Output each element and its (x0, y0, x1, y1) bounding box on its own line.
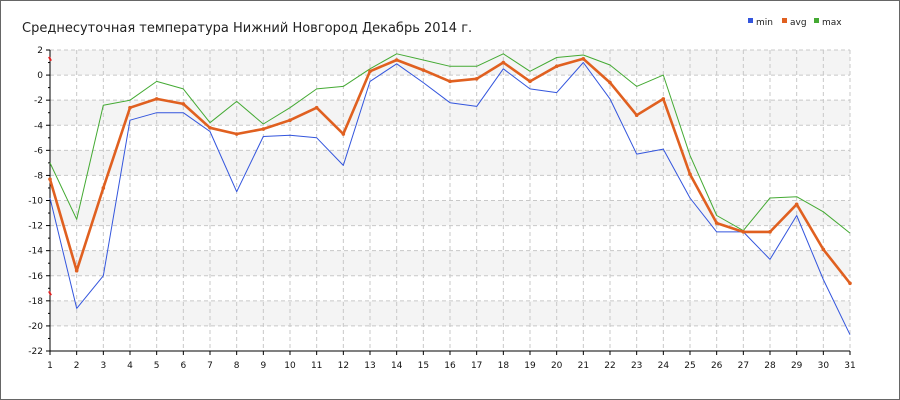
series-point-avg (341, 132, 346, 136)
y-tick-label: -2 (34, 96, 43, 106)
series-point-avg (794, 202, 799, 207)
y-tick-label: -18 (28, 297, 43, 307)
series-point-avg (448, 79, 452, 84)
series-point-avg (421, 68, 426, 72)
series-point-avg (554, 64, 559, 69)
series-point-avg (821, 247, 826, 252)
series-point-avg (234, 132, 239, 136)
x-tick-label: 6 (180, 361, 186, 371)
y-tick-label: -22 (28, 347, 43, 357)
x-tick-label: 15 (418, 361, 429, 371)
series-point-avg (528, 79, 532, 84)
axes: 20-2-4-6-8-10-12-14-16-18-20-221 2 3 4 5 6 7 8 9… (28, 46, 855, 371)
series-point-avg (261, 127, 266, 131)
series-point-avg (48, 177, 52, 181)
y-tick-label: -10 (28, 197, 43, 207)
y-axis-red-mark (48, 56, 52, 62)
series-point-avg (208, 125, 212, 130)
series-point-avg (848, 281, 852, 286)
series-point-avg (314, 105, 319, 110)
y-tick-label: -16 (28, 272, 43, 282)
series-point-avg (608, 80, 612, 85)
x-tick-label: 24 (658, 361, 670, 371)
x-tick-label: 29 (791, 361, 803, 371)
legend-label-max[interactable]: max (822, 18, 842, 28)
x-tick-label: 1 (47, 361, 53, 371)
x-tick-label: 18 (498, 361, 510, 371)
y-tick-label: -8 (34, 171, 43, 181)
x-tick-label: 26 (711, 361, 723, 371)
x-tick-label: 30 (818, 361, 830, 371)
x-tick-label: 7 (207, 361, 213, 371)
plot-band (50, 50, 850, 76)
x-tick-label: 20 (551, 361, 563, 371)
x-tick-label: 4 (127, 361, 133, 371)
series-line-max (49, 53, 851, 234)
series-point-avg (741, 230, 746, 234)
legend-swatch-max[interactable] (814, 18, 819, 23)
y-tick-label: -14 (28, 247, 43, 257)
y-axis-red-mark (48, 290, 52, 296)
y-tick-label: -12 (28, 222, 43, 232)
chart-title: Среднесуточная температура Нижний Новгор… (22, 21, 472, 36)
series-line-min (49, 62, 851, 335)
x-tick-label: 3 (100, 361, 106, 371)
series-point-avg (474, 77, 479, 81)
legend-label-min[interactable]: min (756, 18, 773, 28)
series-point-avg (688, 172, 692, 176)
legend[interactable]: min avg max (748, 18, 842, 28)
x-tick-label: 19 (524, 361, 536, 371)
series-point-avg (74, 268, 79, 273)
series-point-avg (714, 221, 719, 225)
x-tick-label: 13 (364, 361, 375, 371)
series-point-avg (394, 58, 399, 62)
legend-label-avg[interactable]: avg (790, 18, 807, 28)
series-point-avg (128, 105, 132, 110)
x-tick-label: 2 (74, 361, 80, 371)
x-tick-label: 8 (234, 361, 240, 371)
series-point-avg (101, 186, 106, 190)
x-tick-label: 22 (604, 361, 615, 371)
x-tick-label: 14 (391, 361, 403, 371)
x-tick-label: 9 (260, 361, 266, 371)
y-tick-label: -6 (34, 146, 43, 156)
series-point-avg (181, 102, 186, 106)
series-point-avg (768, 230, 772, 234)
x-tick-label: 12 (338, 361, 349, 371)
legend-swatch-min[interactable] (748, 18, 753, 23)
grid-lines (49, 49, 851, 352)
series-point-avg (634, 113, 639, 118)
series-point-avg (661, 97, 666, 101)
x-tick-label: 27 (738, 361, 749, 371)
x-tick-label: 25 (684, 361, 695, 371)
series-point-avg (288, 118, 292, 123)
x-tick-label: 17 (471, 361, 482, 371)
x-tick-label: 28 (764, 361, 776, 371)
x-tick-label: 10 (284, 361, 296, 371)
series-layer (48, 53, 852, 335)
x-tick-label: 5 (154, 361, 160, 371)
series-point-avg (581, 56, 586, 61)
series-point-avg (501, 60, 506, 65)
x-tick-label: 16 (444, 361, 456, 371)
y-tick-label: -20 (28, 322, 43, 332)
x-tick-label: 11 (311, 361, 322, 371)
series-point-avg (154, 97, 159, 101)
y-tick-label: 2 (37, 46, 43, 56)
x-tick-label: 31 (844, 361, 855, 371)
y-tick-label: -4 (34, 121, 43, 131)
y-tick-label: 0 (37, 71, 43, 81)
series-point-avg (368, 69, 372, 74)
x-tick-label: 23 (631, 361, 642, 371)
legend-swatch-avg[interactable] (782, 18, 787, 23)
x-tick-label: 21 (578, 361, 589, 371)
